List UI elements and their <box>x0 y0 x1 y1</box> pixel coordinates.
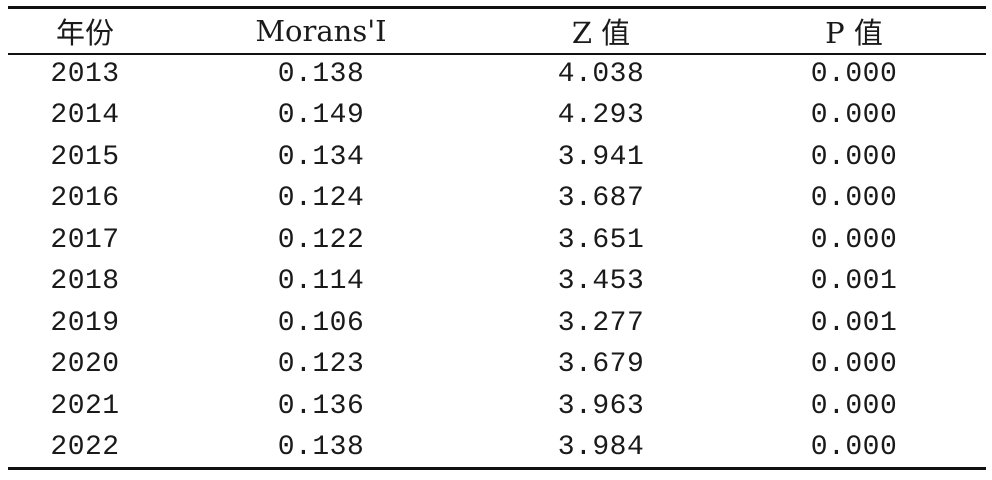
header-morans-i: Morans'I <box>162 6 480 55</box>
morans-i-cell: 0.136 <box>277 390 365 422</box>
morans-i-cell: 0.134 <box>277 141 365 173</box>
morans-i-cell: 0.138 <box>277 59 365 91</box>
year-cell: 2020 <box>50 349 120 381</box>
morans-i-table-container: 年份 Morans'I Z 值 P 值 2013 0.138 4.038 0.0… <box>8 6 986 470</box>
p-value-cell: 0.000 <box>810 349 898 381</box>
p-value-cell: 0.000 <box>722 427 986 470</box>
z-value-cell: 3.277 <box>557 307 645 339</box>
p-value-cell: 0.001 <box>810 266 898 298</box>
year-cell: 2019 <box>50 307 120 339</box>
z-value-cell: 3.963 <box>557 390 645 422</box>
header-z-value: Z 值 <box>480 6 722 55</box>
morans-i-cell: 0.123 <box>277 349 365 381</box>
year-cell: 2014 <box>50 100 120 132</box>
header-year: 年份 <box>8 6 162 55</box>
header-p-value: P 值 <box>722 6 986 55</box>
table-row: 2014 0.149 4.293 0.000 <box>8 95 986 137</box>
p-value-cell: 0.000 <box>810 183 898 215</box>
morans-i-cell: 0.149 <box>277 100 365 132</box>
table-row: 2020 0.123 3.679 0.000 <box>8 344 986 386</box>
year-cell: 2016 <box>50 183 120 215</box>
p-value-cell: 0.000 <box>810 224 898 256</box>
morans-i-table: 年份 Morans'I Z 值 P 值 2013 0.138 4.038 0.0… <box>8 6 986 470</box>
table-row: 2019 0.106 3.277 0.001 <box>8 303 986 345</box>
table-row: 2013 0.138 4.038 0.000 <box>8 54 986 96</box>
year-cell: 2018 <box>50 266 120 298</box>
year-cell: 2015 <box>50 141 120 173</box>
header-row: 年份 Morans'I Z 值 P 值 <box>8 6 986 55</box>
z-value-cell: 3.687 <box>557 183 645 215</box>
year-cell: 2021 <box>50 390 120 422</box>
p-value-cell: 0.001 <box>810 307 898 339</box>
table-row: 2021 0.136 3.963 0.000 <box>8 386 986 428</box>
z-value-cell: 4.038 <box>557 59 645 91</box>
morans-i-cell: 0.124 <box>277 183 365 215</box>
morans-i-cell: 0.138 <box>162 427 480 470</box>
z-value-cell: 3.984 <box>480 427 722 470</box>
morans-i-cell: 0.114 <box>277 266 365 298</box>
p-value-cell: 0.000 <box>810 390 898 422</box>
p-value-cell: 0.000 <box>810 100 898 132</box>
morans-i-cell: 0.106 <box>277 307 365 339</box>
year-cell: 2022 <box>8 427 162 470</box>
table-row: 2016 0.124 3.687 0.000 <box>8 178 986 220</box>
z-value-cell: 3.679 <box>557 349 645 381</box>
year-cell: 2017 <box>50 224 120 256</box>
p-value-cell: 0.000 <box>810 141 898 173</box>
morans-i-cell: 0.122 <box>277 224 365 256</box>
p-value-cell: 0.000 <box>810 59 898 91</box>
table-row: 2018 0.114 3.453 0.001 <box>8 261 986 303</box>
table-row: 2015 0.134 3.941 0.000 <box>8 137 986 179</box>
table-row: 2017 0.122 3.651 0.000 <box>8 220 986 262</box>
z-value-cell: 4.293 <box>557 100 645 132</box>
z-value-cell: 3.941 <box>557 141 645 173</box>
z-value-cell: 3.651 <box>557 224 645 256</box>
z-value-cell: 3.453 <box>557 266 645 298</box>
table-row: 2022 0.138 3.984 0.000 <box>8 427 986 470</box>
year-cell: 2013 <box>50 59 120 91</box>
